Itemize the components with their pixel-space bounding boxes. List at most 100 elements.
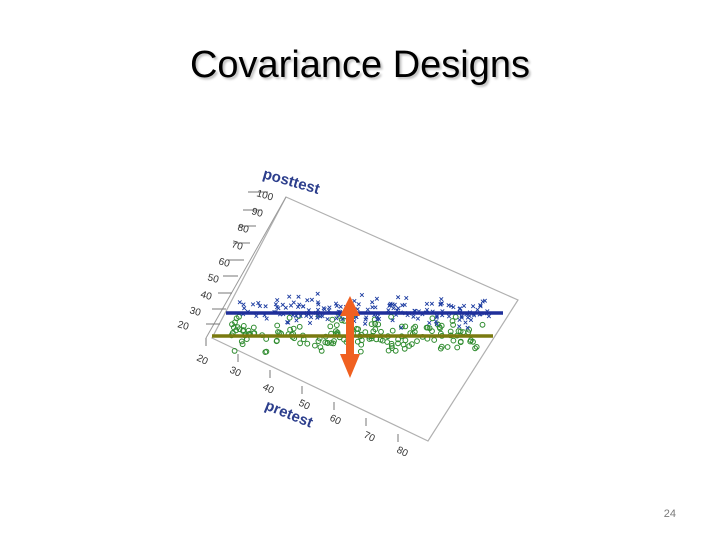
treatment-point: [470, 304, 476, 309]
control-point: [454, 344, 461, 351]
treatment-point: [356, 302, 361, 307]
treatment-point: [333, 301, 339, 306]
control-point: [472, 345, 479, 352]
y-tick-label: 100: [255, 188, 274, 203]
control-point: [240, 323, 247, 329]
control-point: [468, 337, 474, 344]
treatment-point: [478, 304, 483, 309]
treatment-point: [316, 302, 321, 307]
y-tick-label: 60: [217, 256, 231, 270]
treatment-point: [459, 314, 464, 319]
control-point: [296, 323, 303, 330]
treatment-effect-arrow: [340, 296, 360, 378]
treatment-point: [427, 320, 432, 326]
control-point: [372, 320, 379, 327]
control-point: [322, 339, 329, 346]
treatment-point: [288, 303, 294, 308]
control-point: [262, 349, 269, 356]
treatment-point: [465, 325, 470, 330]
treatment-point: [370, 300, 375, 305]
x-tick-label: 50: [297, 398, 312, 413]
treatment-point: [295, 304, 301, 310]
treatment-point: [257, 303, 263, 309]
treatment-point: [359, 292, 365, 298]
control-point: [395, 340, 401, 347]
y-tick-label: 40: [199, 289, 213, 303]
treatment-point: [294, 318, 299, 323]
treatment-point: [320, 313, 325, 319]
y-tick-label: 90: [250, 206, 264, 220]
treatment-point: [307, 320, 313, 326]
x-tick-label: 80: [395, 445, 410, 460]
treatment-point: [256, 300, 261, 306]
x-tick-label: 40: [261, 382, 276, 397]
treatment-point: [482, 298, 488, 303]
y-tick-label: 30: [188, 305, 202, 319]
control-point: [379, 337, 386, 344]
control-point: [450, 337, 457, 344]
control-point: [318, 348, 325, 354]
control-point: [240, 327, 247, 334]
control-point: [450, 322, 457, 328]
treatment-point: [424, 301, 430, 307]
treatment-point: [300, 304, 306, 309]
treatment-point: [429, 301, 435, 306]
control-point: [378, 328, 384, 335]
treatment-point: [363, 317, 368, 322]
treatment-point: [424, 307, 430, 313]
control-point: [388, 343, 395, 349]
treatment-point: [411, 314, 416, 319]
control-point: [457, 328, 464, 335]
control-point: [438, 343, 445, 350]
treatment-point: [242, 306, 247, 311]
treatment-point: [321, 306, 326, 311]
treatment-point: [396, 306, 401, 311]
treatment-point: [276, 306, 281, 311]
control-point: [312, 342, 318, 349]
treatment-point: [315, 307, 321, 313]
floor-edge-left: [205, 196, 287, 339]
x-tick-label: 30: [228, 365, 243, 380]
treatment-point: [434, 315, 439, 320]
control-point: [473, 344, 480, 350]
control-point: [389, 327, 396, 334]
control-point: [317, 344, 324, 351]
control-point: [274, 322, 281, 329]
treatment-point: [475, 307, 480, 312]
treatment-point: [362, 321, 368, 326]
treatment-point: [327, 305, 332, 310]
treatment-point: [287, 294, 292, 299]
treatment-point: [468, 317, 474, 323]
treatment-point: [486, 314, 492, 319]
treatment-point: [391, 306, 396, 311]
control-point: [357, 348, 364, 355]
slide-title: Covariance Designs: [189, 44, 531, 86]
control-point: [327, 323, 334, 330]
treatment-point: [439, 301, 445, 306]
control-point: [429, 315, 436, 322]
treatment-point: [250, 302, 256, 307]
control-point: [385, 347, 392, 354]
treatment-point: [296, 294, 301, 299]
control-point: [449, 318, 456, 324]
treatment-point: [340, 316, 345, 322]
control-point: [333, 322, 340, 329]
treatment-point: [237, 300, 242, 305]
treatment-point: [309, 297, 315, 302]
treatment-point: [402, 302, 407, 308]
control-point: [409, 341, 415, 348]
treatment-point: [254, 313, 259, 319]
treatment-point: [370, 305, 375, 310]
treatment-point: [387, 303, 392, 309]
treatment-point: [273, 302, 279, 307]
control-point: [447, 328, 454, 335]
treatment-point: [415, 316, 421, 321]
control-point: [231, 348, 238, 354]
x-tick-label: 60: [328, 413, 343, 428]
control-point: [273, 338, 280, 345]
treatment-point: [352, 298, 357, 304]
treatment-point: [390, 302, 395, 307]
control-point: [238, 338, 245, 345]
treatment-point: [463, 320, 468, 325]
treatment-point: [285, 320, 290, 325]
